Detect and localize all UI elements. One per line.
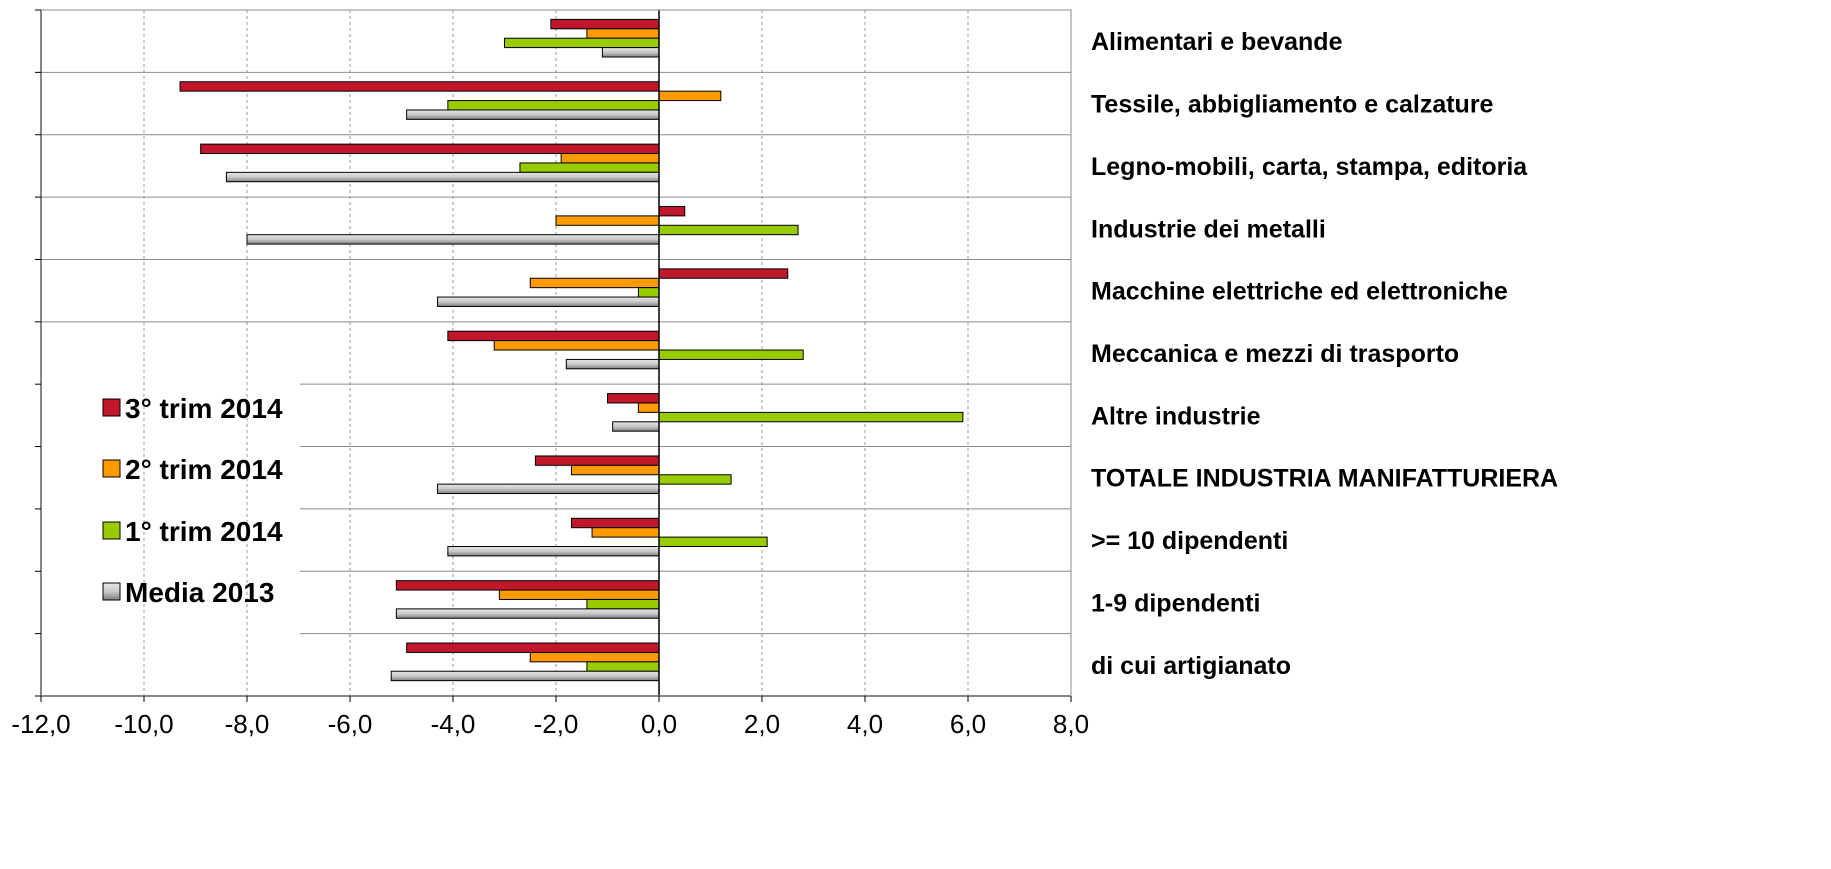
legend-label-3: Media 2013 [125, 577, 274, 608]
bar-series0-cat0 [550, 18, 660, 30]
bar-series2-cat5 [658, 349, 804, 360]
category-label-7: TOTALE INDUSTRIA MANIFATTURIERA [1091, 465, 1558, 493]
bar-series3-cat7 [437, 483, 660, 495]
bar-series1-cat4 [529, 277, 660, 289]
category-labels: Alimentari e bevande Tessile, abbigliamen… [1091, 28, 1558, 680]
x-tick-label-5: -2,0 [534, 709, 579, 739]
bars [179, 18, 964, 682]
bar-series2-cat2 [519, 162, 660, 173]
legend-swatch-1 [102, 459, 121, 478]
legend-label-2: 1° trim 2014 [125, 516, 283, 547]
bar-series1-cat9 [498, 589, 660, 600]
bar-series0-cat3 [658, 205, 686, 217]
x-tick-label-9: 6,0 [950, 709, 986, 739]
x-tick-label-3: -6,0 [328, 709, 373, 739]
x-tick-labels: -12,0 -10,0 -8,0 -6,0 -4,0 -2,0 0,0 2,0 4,0 6,0 8,… [11, 709, 1089, 739]
bar-series0-cat7 [534, 455, 660, 466]
bar-series1-cat0 [586, 28, 660, 39]
bar-series3-cat3 [246, 234, 660, 245]
bar-series2-cat6 [658, 411, 964, 423]
bar-series2-cat1 [447, 100, 660, 111]
legend-swatch-3 [102, 582, 121, 601]
bar-series1-cat5 [493, 340, 660, 351]
bar-series2-cat4 [637, 287, 660, 298]
x-tick-label-10: 8,0 [1053, 709, 1089, 739]
bar-series2-cat8 [658, 536, 768, 548]
bar-series2-cat7 [658, 474, 732, 485]
bar-series0-cat5 [447, 330, 660, 342]
x-tick-label-7: 2,0 [744, 709, 780, 739]
bar-series0-cat6 [607, 393, 660, 404]
x-tick-label-4: -4,0 [431, 709, 476, 739]
legend-label-0: 3° trim 2014 [125, 393, 283, 424]
bar-series2-cat0 [504, 37, 660, 49]
bar-series3-cat6 [612, 421, 660, 432]
category-label-3: Industrie dei metalli [1091, 215, 1326, 243]
category-label-8: >= 10 dipendenti [1091, 527, 1288, 555]
bar-series0-cat8 [570, 517, 660, 529]
x-tick-label-0: -12,0 [11, 709, 70, 739]
category-label-2: Legno-mobili, carta, stampa, editoria [1091, 153, 1528, 181]
bar-series2-cat10 [586, 661, 660, 672]
legend-label-1: 2° trim 2014 [125, 454, 283, 485]
bar-series0-cat9 [395, 580, 660, 591]
bar-series3-cat5 [565, 358, 660, 370]
category-label-10: di cui artigianato [1091, 652, 1291, 680]
bar-series1-cat8 [591, 527, 660, 538]
bar-series1-cat1 [658, 90, 722, 102]
legend-swatch-0 [102, 398, 121, 417]
category-label-0: Alimentari e bevande [1091, 28, 1343, 56]
bar-series3-cat10 [390, 670, 660, 682]
x-tick-label-2: -8,0 [225, 709, 270, 739]
bar-series1-cat10 [529, 651, 660, 663]
bar-series1-cat2 [560, 153, 660, 164]
category-label-1: Tessile, abbigliamento e calzature [1091, 91, 1494, 119]
bar-series0-cat1 [179, 81, 660, 92]
bar-series3-cat2 [225, 171, 660, 183]
category-label-9: 1-9 dipendenti [1091, 589, 1260, 617]
bar-series3-cat4 [437, 296, 660, 307]
axes [35, 9, 1072, 702]
x-tick-label-1: -10,0 [114, 709, 173, 739]
bar-series0-cat4 [658, 268, 789, 279]
bar-series0-cat2 [200, 143, 660, 155]
bar-series3-cat0 [601, 47, 660, 58]
x-tick-label-8: 4,0 [847, 709, 883, 739]
category-label-6: Altre industrie [1091, 402, 1261, 430]
category-label-5: Meccanica e mezzi di trasporto [1091, 340, 1459, 368]
bar-series1-cat3 [555, 215, 660, 226]
legend-swatch-2 [102, 521, 121, 540]
bar-series1-cat7 [570, 464, 660, 476]
x-tick-label-6: 0,0 [641, 709, 677, 739]
category-label-4: Macchine elettriche ed elettroniche [1091, 278, 1508, 306]
bar-series3-cat8 [447, 546, 660, 557]
bar-series3-cat9 [395, 608, 660, 619]
bar-series1-cat6 [637, 402, 660, 413]
bar-series2-cat3 [658, 224, 799, 236]
bar-series0-cat10 [406, 642, 660, 653]
bar-series3-cat1 [406, 109, 660, 120]
legend: 3° trim 2014 2° trim 2014 1° trim 2014 Medi… [102, 393, 283, 608]
bar-series2-cat9 [586, 598, 660, 610]
category-separators [41, 71, 1071, 635]
